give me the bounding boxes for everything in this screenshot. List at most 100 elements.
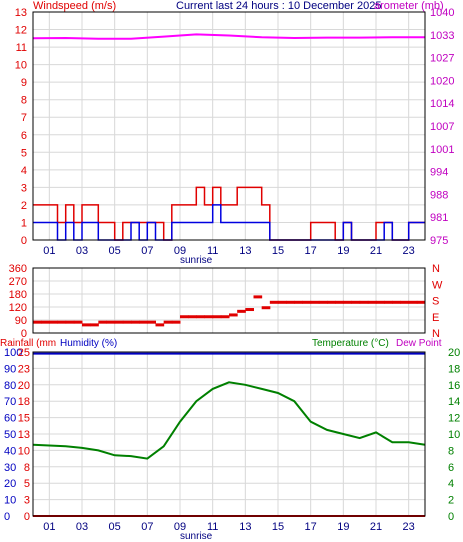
direction-point	[237, 309, 246, 313]
humidity-tick-label: 30	[4, 462, 16, 474]
temperature-tick-label: 20	[448, 347, 460, 359]
direction-point	[147, 320, 156, 324]
x-tick-label: 21	[370, 245, 382, 257]
wind-tick-label: 9	[21, 77, 27, 89]
direction-point	[155, 323, 165, 327]
direction-point	[57, 320, 67, 324]
direction-point	[384, 300, 393, 304]
direction-point	[220, 315, 230, 319]
direction-point	[416, 300, 426, 304]
direction-point	[212, 315, 222, 319]
humidity-tick-label: 60	[4, 413, 16, 425]
x-tick-label: 13	[239, 245, 251, 257]
direction-point	[367, 300, 377, 304]
direction-point	[229, 313, 238, 317]
direction-point	[33, 320, 42, 324]
x-tick-label: 03	[76, 245, 88, 257]
temperature-tick-label: 6	[448, 462, 454, 474]
marks-layer	[32, 33, 426, 517]
direction-point	[351, 300, 361, 304]
direction-point	[359, 300, 369, 304]
x-tick-label: 15	[272, 521, 284, 533]
temperature-tick-label: 10	[448, 429, 460, 441]
x-tick-label: 09	[174, 521, 186, 533]
direction-point	[106, 320, 116, 324]
compass-tick-label: S	[432, 296, 439, 308]
wind-tick-label: 7	[21, 112, 27, 124]
temperature-tick-label: 0	[448, 511, 454, 523]
rain-tick-label: 15	[18, 413, 30, 425]
compass-tick-label: E	[432, 312, 439, 324]
wind-tick-label: 11	[16, 42, 27, 54]
compass-tick-label: W	[432, 279, 443, 291]
x-tick-label: 05	[109, 245, 121, 257]
humidity-tick-label: 100	[4, 347, 22, 359]
direction-point	[98, 320, 107, 324]
x-tick-label: 17	[305, 521, 317, 533]
direction-point	[41, 320, 50, 324]
rain-tick-label: 8	[24, 462, 30, 474]
rain-tick-label: 18	[18, 396, 30, 408]
sunrise-label-bottom: sunrise	[180, 531, 213, 542]
humidity-tick-label: 0	[4, 511, 10, 523]
direction-point	[196, 315, 205, 319]
top-panel-frame	[32, 11, 426, 241]
temperature-tick-label: 2	[448, 495, 454, 507]
direction-point	[114, 320, 124, 324]
barometer-tick-label: 1001	[430, 144, 454, 156]
bottom-rainfall-label: Rainfall (mm	[0, 338, 56, 349]
humidity-tick-label: 50	[4, 429, 16, 441]
x-tick-label: 17	[305, 245, 317, 257]
direction-tick-label: 0	[21, 328, 27, 340]
barometer-tick-label: 1020	[430, 75, 454, 87]
temperature-line	[32, 381, 426, 460]
x-tick-label: 01	[43, 521, 55, 533]
direction-point	[171, 320, 181, 324]
direction-point	[73, 320, 83, 324]
temperature-tick-label: 4	[448, 478, 454, 490]
barometer-line	[32, 33, 425, 40]
compass-tick-label: N	[432, 328, 440, 340]
temperature-tick-label: 18	[448, 363, 460, 375]
humidity-tick-label: 10	[4, 495, 16, 507]
direction-point	[302, 300, 312, 304]
direction-tick-label: 180	[9, 289, 27, 301]
bottom-panel-frame	[32, 351, 426, 517]
temperature-tick-label: 14	[448, 396, 460, 408]
temperature-tick-label: 16	[448, 380, 460, 392]
direction-point	[343, 300, 352, 304]
rain-tick-label: 10	[18, 445, 30, 457]
direction-point	[131, 320, 140, 324]
header-windspeed-label: Windspeed (m/s)	[33, 0, 116, 12]
bottom-dewpoint-label: Dew Point	[396, 338, 442, 349]
wind-tick-label: 12	[15, 25, 27, 37]
direction-point	[204, 315, 214, 319]
x-tick-label: 23	[403, 521, 415, 533]
rain-tick-label: 5	[24, 478, 30, 490]
x-tick-label: 11	[207, 245, 218, 257]
direction-point	[82, 323, 91, 327]
barometer-tick-label: 1040	[430, 7, 454, 19]
wind-tick-label: 4	[21, 165, 27, 177]
direction-point	[376, 300, 385, 304]
direction-point	[163, 320, 173, 324]
rain-tick-label: 20	[18, 380, 30, 392]
direction-point	[269, 300, 279, 304]
compass-tick-label: N	[432, 263, 440, 275]
wind-tick-label: 5	[21, 147, 27, 159]
temperature-tick-label: 8	[448, 445, 454, 457]
humidity-tick-label: 70	[4, 396, 16, 408]
rain-tick-label: 3	[24, 495, 30, 507]
direction-point	[278, 300, 287, 304]
bottom-humidity-label: Humidity (%)	[60, 338, 117, 349]
barometer-tick-label: 1027	[430, 53, 454, 65]
rain-tick-label: 13	[18, 429, 30, 441]
x-tick-label: 03	[76, 521, 88, 533]
barometer-tick-label: 975	[430, 235, 448, 247]
barometer-tick-label: 1007	[430, 121, 454, 133]
humidity-tick-label: 80	[4, 380, 16, 392]
direction-point	[310, 300, 320, 304]
rain-tick-label: 0	[24, 511, 30, 523]
header-barometer-label: arometer (mb)	[374, 0, 444, 12]
